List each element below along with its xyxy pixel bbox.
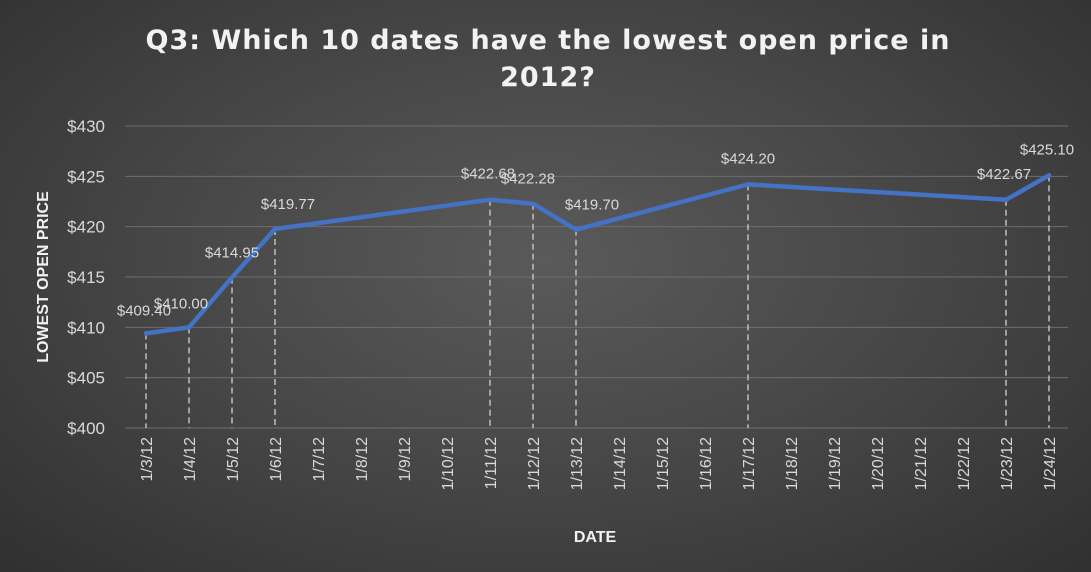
data-label: $419.77 xyxy=(261,196,315,213)
x-tick-label: 1/9/12 xyxy=(397,437,414,482)
x-tick-label: 1/12/12 xyxy=(526,437,543,490)
x-tick-label: 1/7/12 xyxy=(311,437,328,482)
y-tick-label: $430 xyxy=(67,117,105,136)
y-axis-title: LOWEST OPEN PRICE xyxy=(35,191,52,363)
x-tick-label: 1/16/12 xyxy=(698,437,715,490)
data-label: $414.95 xyxy=(205,245,259,262)
grid-lines xyxy=(125,125,1068,429)
x-tick-label: 1/17/12 xyxy=(741,437,758,490)
x-tick-label: 1/20/12 xyxy=(870,437,887,490)
x-tick-label: 1/11/12 xyxy=(483,437,500,489)
data-point xyxy=(1046,173,1052,178)
data-point xyxy=(1003,197,1009,202)
x-tick-label: 1/21/12 xyxy=(913,437,930,490)
x-tick-label: 1/22/12 xyxy=(956,437,973,490)
x-axis-title: DATE xyxy=(574,529,617,546)
x-tick-label: 1/23/12 xyxy=(999,437,1016,490)
data-label: $424.20 xyxy=(721,150,775,167)
data-point xyxy=(186,325,192,330)
data-label: $422.67 xyxy=(977,166,1031,183)
y-tick-label: $415 xyxy=(67,268,105,287)
y-tick-label: $410 xyxy=(67,318,105,337)
data-labels: $409.40$410.00$414.95$419.77$422.68$422.… xyxy=(117,141,1074,319)
data-label: $409.40 xyxy=(117,302,171,319)
data-point xyxy=(745,182,751,187)
data-point xyxy=(487,197,493,202)
y-tick-label: $405 xyxy=(67,369,105,388)
chart-title-line-1: Q3: Which 10 dates have the lowest open … xyxy=(146,25,951,56)
y-axis-tick-labels: $400 $405 $410 $415 $420 $425 $430 xyxy=(67,117,105,438)
data-series xyxy=(143,173,1052,336)
data-label: $410.00 xyxy=(154,295,208,312)
x-tick-label: 1/4/12 xyxy=(182,437,199,482)
x-tick-label: 1/5/12 xyxy=(225,437,242,482)
x-tick-label: 1/19/12 xyxy=(827,437,844,490)
x-tick-label: 1/10/12 xyxy=(440,437,457,490)
data-label: $419.70 xyxy=(565,197,619,214)
x-tick-label: 1/24/12 xyxy=(1042,437,1059,490)
data-label: $422.68 xyxy=(461,166,515,183)
drop-lines xyxy=(145,175,1050,428)
x-tick-label: 1/6/12 xyxy=(268,437,285,482)
chart-title-line-2: 2012? xyxy=(500,62,596,93)
x-tick-label: 1/3/12 xyxy=(139,437,156,482)
data-label: $425.10 xyxy=(1020,141,1074,158)
x-tick-label: 1/14/12 xyxy=(612,437,629,490)
x-tick-label: 1/13/12 xyxy=(569,437,586,490)
y-tick-label: $400 xyxy=(67,419,105,438)
data-point xyxy=(530,201,536,206)
data-point xyxy=(229,275,235,280)
data-point xyxy=(272,226,278,232)
y-tick-label: $420 xyxy=(67,218,105,237)
data-point xyxy=(573,227,579,232)
y-tick-label: $425 xyxy=(67,167,105,186)
series-line xyxy=(143,173,1052,336)
data-point xyxy=(143,331,149,336)
x-axis-tick-labels: 1/3/12 1/4/12 1/5/12 1/6/12 1/7/12 1/8/12 1/9/… xyxy=(139,437,1059,490)
data-label: $422.28 xyxy=(501,171,555,188)
x-tick-label: 1/8/12 xyxy=(354,437,371,482)
x-tick-label: 1/18/12 xyxy=(784,437,801,490)
x-tick-label: 1/15/12 xyxy=(655,437,672,490)
